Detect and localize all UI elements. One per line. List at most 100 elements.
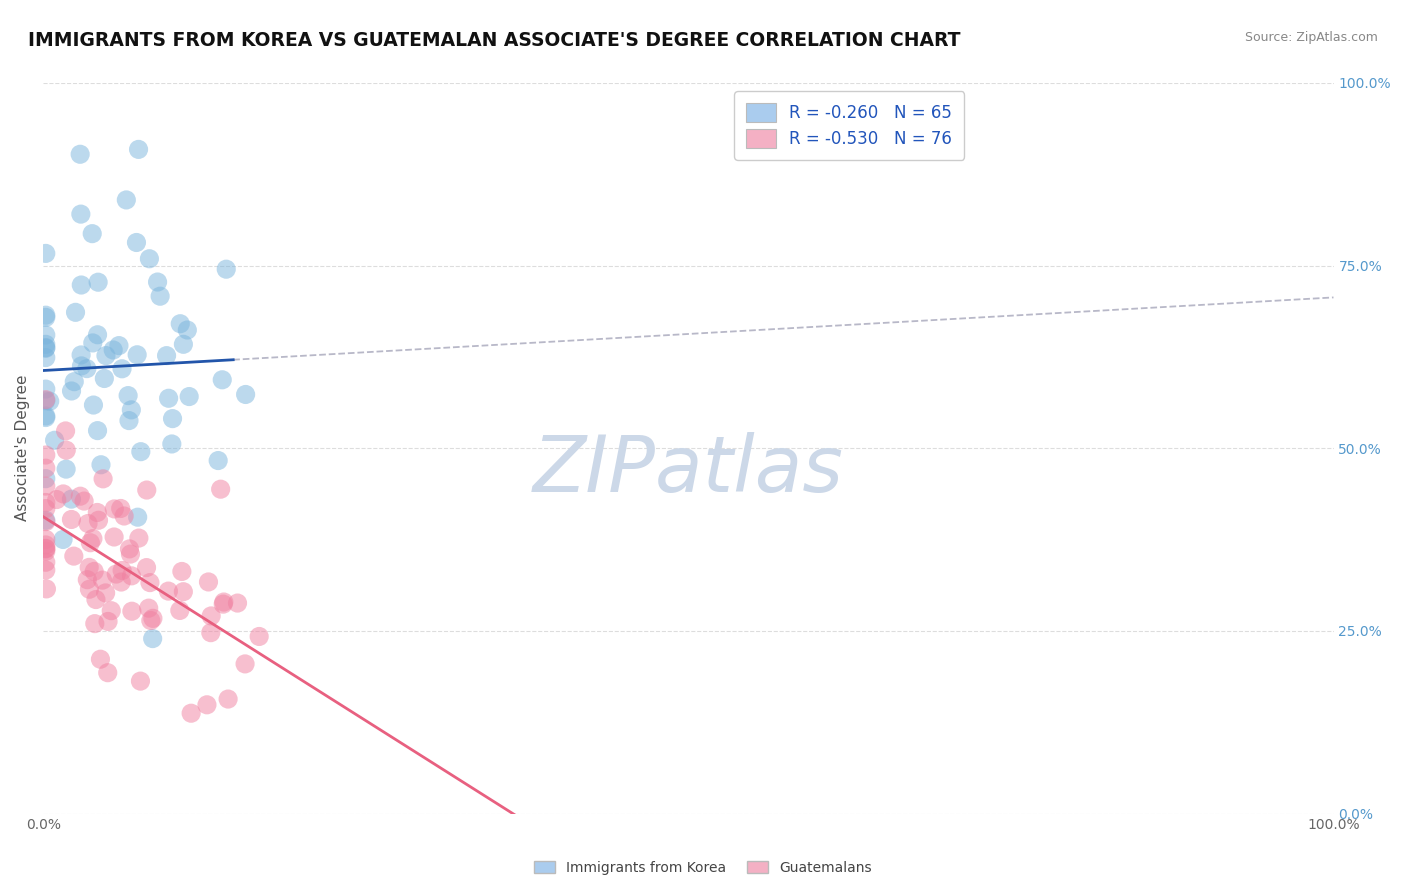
Point: [129, 674, 152, 689]
Point: [138, 601, 160, 615]
Point: [82, 398, 104, 412]
Point: [115, 193, 138, 207]
Point: [90, 458, 112, 472]
Point: [146, 275, 169, 289]
Text: IMMIGRANTS FROM KOREA VS GUATEMALAN ASSOCIATE'S DEGREE CORRELATION CHART: IMMIGRANTS FROM KOREA VS GUATEMALAN ASSO…: [28, 31, 960, 50]
Point: [79, 535, 101, 549]
Point: [60, 384, 83, 398]
Point: [35, 246, 58, 260]
Point: [94, 586, 117, 600]
Point: [160, 437, 183, 451]
Point: [94, 349, 117, 363]
Legend: Immigrants from Korea, Guatemalans: Immigrants from Korea, Guatemalans: [529, 855, 877, 880]
Point: [93, 371, 115, 385]
Point: [176, 323, 198, 337]
Point: [70, 278, 93, 293]
Point: [35, 393, 58, 408]
Point: [63, 375, 86, 389]
Point: [52, 533, 75, 547]
Point: [209, 482, 232, 496]
Point: [108, 338, 131, 352]
Point: [200, 625, 222, 640]
Point: [82, 227, 104, 241]
Point: [70, 359, 93, 373]
Point: [35, 563, 58, 577]
Point: [179, 390, 201, 404]
Point: [62, 549, 84, 563]
Point: [139, 614, 162, 628]
Point: [212, 595, 235, 609]
Point: [86, 424, 108, 438]
Point: [84, 592, 107, 607]
Point: [76, 361, 98, 376]
Point: [170, 565, 193, 579]
Point: [69, 147, 91, 161]
Point: [83, 565, 105, 579]
Point: [35, 513, 58, 527]
Point: [226, 596, 249, 610]
Point: [35, 501, 58, 516]
Legend: R = -0.260   N = 65, R = -0.530   N = 76: R = -0.260 N = 65, R = -0.530 N = 76: [734, 91, 965, 160]
Point: [157, 584, 180, 599]
Point: [180, 706, 202, 721]
Point: [73, 494, 96, 508]
Point: [45, 492, 67, 507]
Point: [35, 392, 58, 407]
Point: [83, 616, 105, 631]
Point: [120, 547, 142, 561]
Point: [127, 348, 149, 362]
Text: Source: ZipAtlas.com: Source: ZipAtlas.com: [1244, 31, 1378, 45]
Point: [35, 461, 58, 475]
Point: [35, 341, 58, 355]
Point: [60, 492, 83, 507]
Point: [142, 632, 165, 646]
Point: [69, 207, 91, 221]
Point: [169, 317, 191, 331]
Point: [89, 652, 111, 666]
Point: [111, 361, 134, 376]
Point: [149, 289, 172, 303]
Point: [172, 584, 194, 599]
Point: [118, 541, 141, 556]
Point: [142, 611, 165, 625]
Point: [128, 531, 150, 545]
Point: [110, 574, 132, 589]
Point: [35, 341, 58, 355]
Point: [121, 604, 143, 618]
Y-axis label: Associate's Degree: Associate's Degree: [15, 375, 30, 522]
Point: [125, 235, 148, 250]
Point: [211, 373, 233, 387]
Point: [86, 506, 108, 520]
Text: ZIPatlas: ZIPatlas: [533, 432, 844, 508]
Point: [82, 532, 104, 546]
Point: [35, 328, 58, 343]
Point: [52, 487, 75, 501]
Point: [38, 394, 60, 409]
Point: [35, 541, 58, 556]
Point: [35, 310, 58, 325]
Point: [121, 569, 143, 583]
Point: [207, 453, 229, 467]
Point: [55, 443, 77, 458]
Point: [87, 275, 110, 289]
Point: [233, 657, 256, 671]
Point: [35, 544, 58, 558]
Point: [60, 512, 83, 526]
Point: [103, 502, 125, 516]
Point: [35, 448, 58, 462]
Point: [70, 348, 93, 362]
Point: [135, 560, 157, 574]
Point: [112, 508, 135, 523]
Point: [91, 472, 114, 486]
Point: [35, 495, 58, 509]
Point: [35, 382, 58, 396]
Point: [195, 698, 218, 712]
Point: [117, 388, 139, 402]
Point: [91, 573, 114, 587]
Point: [217, 692, 239, 706]
Point: [135, 483, 157, 497]
Point: [139, 575, 162, 590]
Point: [247, 630, 270, 644]
Point: [35, 555, 58, 569]
Point: [155, 349, 177, 363]
